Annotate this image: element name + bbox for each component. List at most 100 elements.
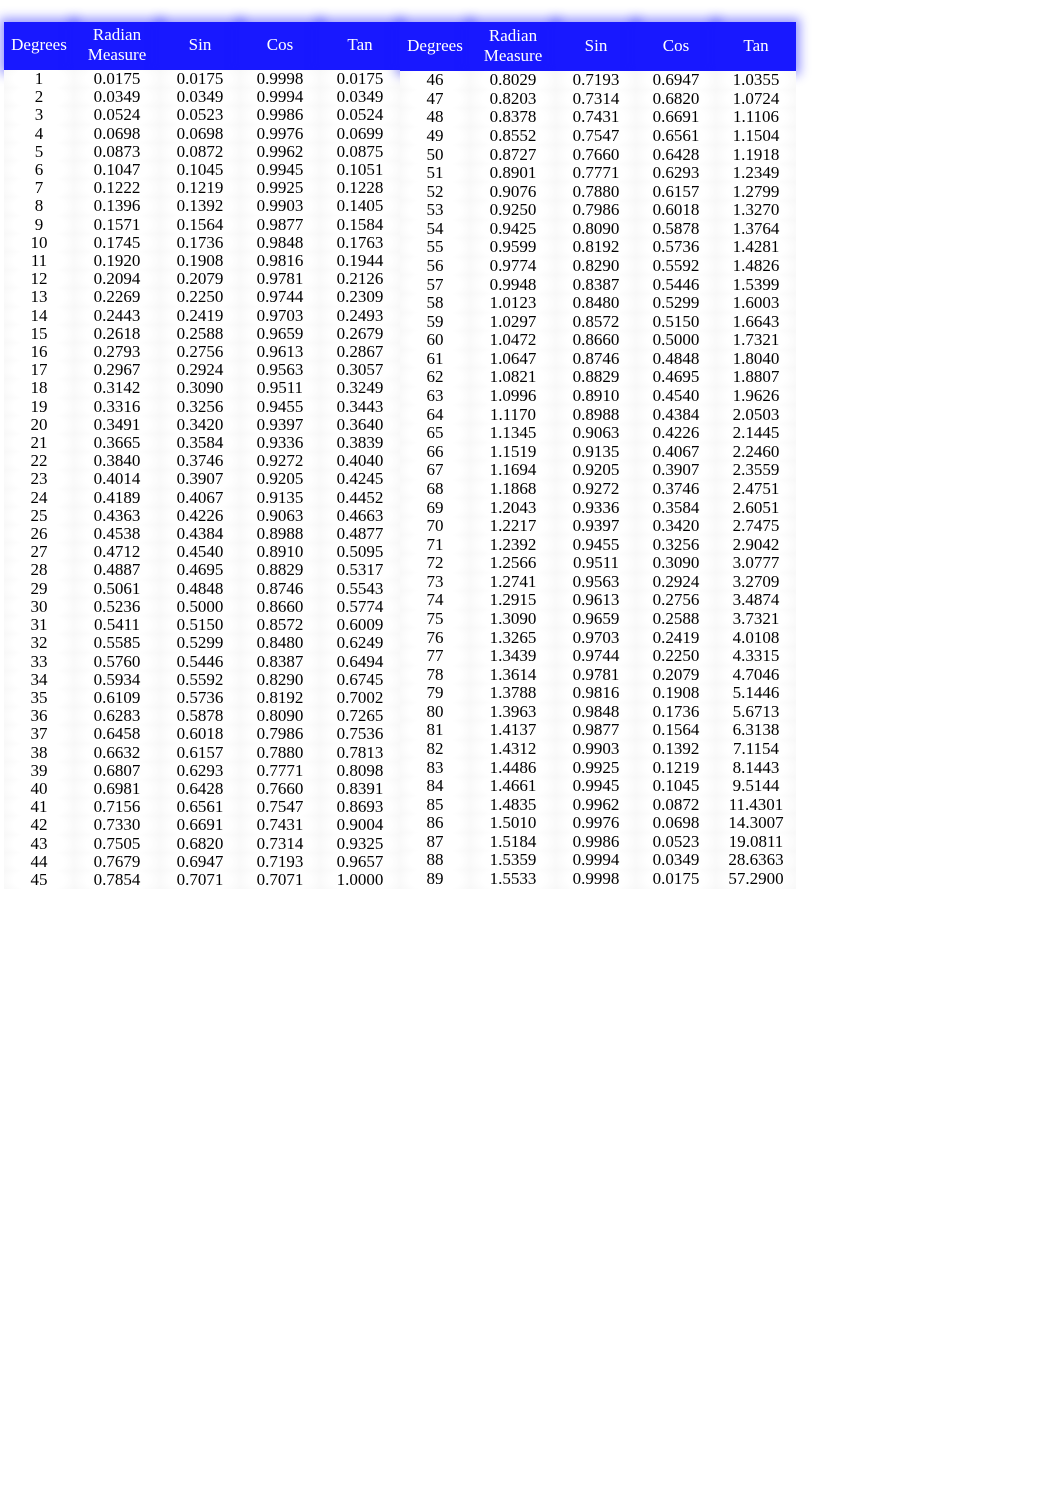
cell-radian: 1.4835 (470, 796, 556, 815)
cell-cos: 0.3584 (636, 498, 716, 517)
cell-radian: 0.6283 (74, 707, 160, 725)
cell-cos: 0.9563 (240, 361, 320, 379)
table-row: 570.99480.83870.54461.5399 (400, 275, 796, 294)
cell-degrees: 15 (4, 325, 74, 343)
cell-degrees: 25 (4, 507, 74, 525)
cell-sin: 0.9816 (556, 684, 636, 703)
cell-cos: 0.3256 (636, 535, 716, 554)
cell-degrees: 4 (4, 125, 74, 143)
cell-tan: 1.8807 (716, 368, 796, 387)
table-row: 791.37880.98160.19085.1446 (400, 684, 796, 703)
cell-tan: 2.3559 (716, 461, 796, 480)
cell-cos: 0.4067 (636, 443, 716, 462)
cell-tan: 0.6249 (320, 634, 400, 652)
table-row: 60.10470.10450.99450.1051 (4, 161, 400, 179)
cell-tan: 57.2900 (716, 870, 796, 889)
cell-degrees: 50 (400, 145, 470, 164)
table-row: 661.15190.91350.40672.2460 (400, 443, 796, 462)
cell-tan: 0.2493 (320, 307, 400, 325)
cell-tan: 0.5774 (320, 598, 400, 616)
cell-cos: 0.9986 (240, 106, 320, 124)
cell-cos: 0.8660 (240, 598, 320, 616)
cell-sin: 0.6157 (160, 744, 240, 762)
cell-sin: 0.4540 (160, 543, 240, 561)
cell-sin: 0.4848 (160, 580, 240, 598)
page: DegreesRadianMeasureSinCosTan10.01750.01… (0, 0, 1062, 1506)
cell-degrees: 47 (400, 90, 470, 109)
table-row: 440.76790.69470.71930.9657 (4, 853, 400, 871)
cell-cos: 0.7880 (240, 744, 320, 762)
table-row: 731.27410.95630.29243.2709 (400, 573, 796, 592)
cell-degrees: 72 (400, 554, 470, 573)
cell-degrees: 45 (4, 871, 74, 889)
cell-tan: 0.6745 (320, 671, 400, 689)
cell-tan: 0.1584 (320, 216, 400, 234)
cell-cos: 0.2419 (636, 628, 716, 647)
cell-sin: 0.9063 (556, 424, 636, 443)
cell-degrees: 44 (4, 853, 74, 871)
cell-cos: 0.8829 (240, 561, 320, 579)
cell-tan: 0.1763 (320, 234, 400, 252)
cell-tan: 2.0503 (716, 405, 796, 424)
cell-cos: 0.9659 (240, 325, 320, 343)
table-row: 631.09960.89100.45401.9626 (400, 387, 796, 406)
header-degrees-label: Degrees (11, 35, 67, 54)
table-header-row: DegreesRadianMeasureSinCosTan (4, 22, 400, 70)
cell-tan: 1.7321 (716, 331, 796, 350)
table-row: 781.36140.97810.20794.7046 (400, 666, 796, 685)
cell-radian: 1.0647 (470, 350, 556, 369)
cell-sin: 0.9455 (556, 535, 636, 554)
cell-radian: 0.1571 (74, 216, 160, 234)
cell-radian: 0.1047 (74, 161, 160, 179)
cell-cos: 0.1736 (636, 703, 716, 722)
cell-sin: 0.9659 (556, 610, 636, 629)
cell-tan: 0.5543 (320, 580, 400, 598)
table-row: 120.20940.20790.97810.2126 (4, 270, 400, 288)
cell-degrees: 26 (4, 525, 74, 543)
cell-degrees: 78 (400, 666, 470, 685)
cell-radian: 1.3090 (470, 610, 556, 629)
cell-radian: 0.8378 (470, 108, 556, 127)
cell-degrees: 63 (400, 387, 470, 406)
header-cos-label: Cos (267, 35, 293, 54)
cell-degrees: 75 (400, 610, 470, 629)
header-sin: Sin (556, 22, 636, 71)
trig-table-left: DegreesRadianMeasureSinCosTan10.01750.01… (4, 22, 400, 889)
cell-tan: 8.1443 (716, 758, 796, 777)
cell-sin: 0.9613 (556, 591, 636, 610)
cell-sin: 0.2924 (160, 361, 240, 379)
cell-degrees: 30 (4, 598, 74, 616)
cell-sin: 0.3907 (160, 470, 240, 488)
cell-cos: 0.0698 (636, 814, 716, 833)
cell-sin: 0.0872 (160, 143, 240, 161)
cell-sin: 0.8387 (556, 275, 636, 294)
table-row: 811.41370.98770.15646.3138 (400, 721, 796, 740)
cell-sin: 0.7314 (556, 90, 636, 109)
table-row: 721.25660.95110.30903.0777 (400, 554, 796, 573)
cell-degrees: 22 (4, 452, 74, 470)
table-row: 801.39630.98480.17365.6713 (400, 703, 796, 722)
cell-radian: 0.7156 (74, 798, 160, 816)
cell-sin: 0.9848 (556, 703, 636, 722)
cell-cos: 0.7547 (240, 798, 320, 816)
header-degrees: Degrees (4, 22, 74, 70)
table-row: 370.64580.60180.79860.7536 (4, 725, 400, 743)
cell-sin: 0.1392 (160, 197, 240, 215)
cell-tan: 6.3138 (716, 721, 796, 740)
cell-tan: 0.4663 (320, 507, 400, 525)
cell-tan: 0.2309 (320, 288, 400, 306)
cell-cos: 0.8572 (240, 616, 320, 634)
cell-radian: 1.3963 (470, 703, 556, 722)
cell-degrees: 38 (4, 744, 74, 762)
cell-radian: 0.6981 (74, 780, 160, 798)
table-row: 761.32650.97030.24194.0108 (400, 628, 796, 647)
cell-sin: 0.9877 (556, 721, 636, 740)
cell-cos: 0.8090 (240, 707, 320, 725)
table-row: 110.19200.19080.98160.1944 (4, 252, 400, 270)
cell-sin: 0.9563 (556, 573, 636, 592)
cell-tan: 0.0175 (320, 70, 400, 88)
table-row: 400.69810.64280.76600.8391 (4, 780, 400, 798)
table-row: 310.54110.51500.85720.6009 (4, 616, 400, 634)
table-row: 711.23920.94550.32562.9042 (400, 535, 796, 554)
cell-cos: 0.9397 (240, 416, 320, 434)
